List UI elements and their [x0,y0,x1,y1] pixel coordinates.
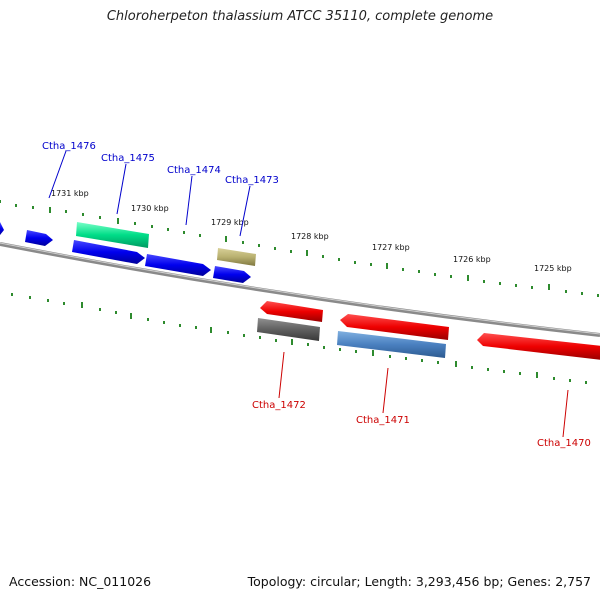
accession-text: Accession: NC_011026 [9,574,152,589]
gene-label[interactable]: Ctha_1472 [252,400,306,411]
gene-ctha-1475[interactable] [72,240,145,264]
gene-arrow-forward[interactable] [213,266,251,283]
gene-label[interactable]: Ctha_1475 [101,153,155,164]
lower-tick-track [11,293,587,384]
genome-title: Chloroherpeton thalassium ATCC 35110, co… [106,9,494,24]
kbp-label: 1725 kbp [534,264,572,273]
gene-ctha-1474[interactable] [145,254,211,276]
gene-label[interactable]: Ctha_1476 [42,141,96,152]
kbp-label: 1728 kbp [291,232,329,241]
gene-ctha-1472[interactable] [257,318,320,341]
genome-backbone [0,242,600,337]
kbp-label: 1729 kbp [211,218,249,227]
kbp-label: 1727 kbp [372,243,410,252]
genome-backbone-highlight [0,242,600,335]
gene-arrow-reverse[interactable] [260,301,323,322]
kbp-label: 1726 kbp [453,255,491,264]
gene-ctha-1473[interactable] [217,248,256,266]
reverse-label-leaders [278,351,569,438]
gene-label[interactable]: Ctha_1474 [167,165,221,176]
gene-ctha-1476[interactable] [76,222,149,248]
kbp-label: 1731 kbp [51,189,89,198]
gene-arrow-forward[interactable] [25,230,53,246]
forward-label-leaders [48,150,251,237]
gene-arrow-forward[interactable] [0,222,4,235]
gene-label[interactable]: Ctha_1471 [356,415,410,426]
gene-ctha-1471[interactable] [337,331,446,358]
genome-summary-text: Topology: circular; Length: 3,293,456 bp… [247,574,591,589]
kbp-label: 1730 kbp [131,204,169,213]
upper-tick-track [0,200,599,297]
gene-ctha-1470[interactable] [477,333,600,360]
gene-label[interactable]: Ctha_1473 [225,175,279,186]
gene-arrow-reverse[interactable] [340,314,449,340]
gene-label[interactable]: Ctha_1470 [537,438,591,449]
